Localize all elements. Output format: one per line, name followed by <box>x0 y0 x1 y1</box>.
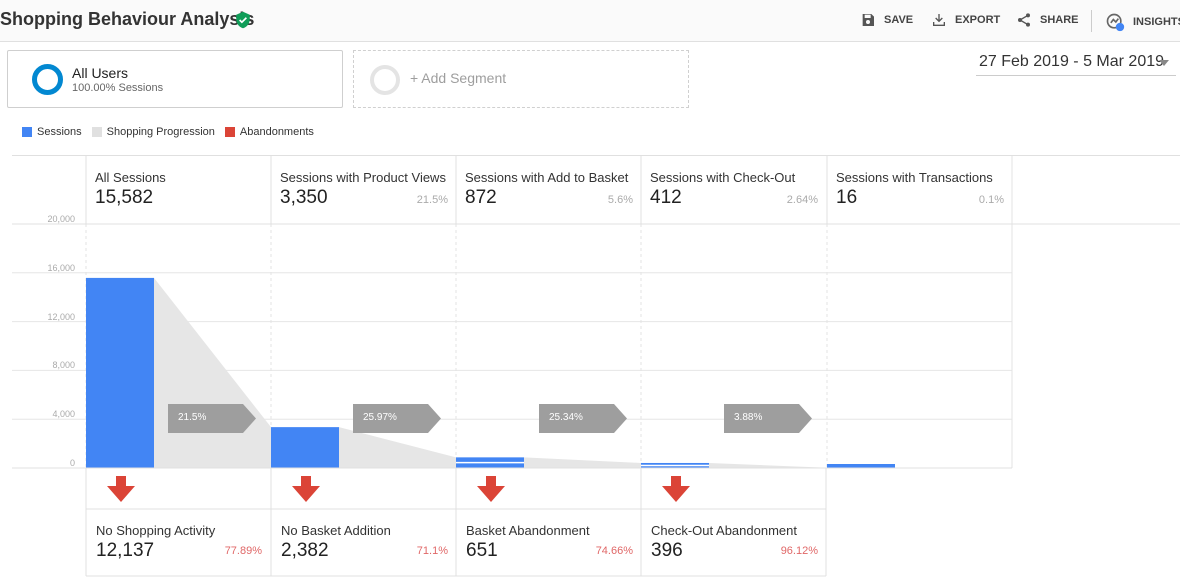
abandonment-name: Basket Abandonment <box>466 523 590 538</box>
stage-name: Sessions with Product Views <box>280 170 446 185</box>
share-button[interactable]: SHARE <box>1016 12 1079 28</box>
chart-legend: Sessions Shopping Progression Abandonmen… <box>22 126 324 138</box>
stage-name: Sessions with Transactions <box>836 170 993 185</box>
abandonment-no-shopping-activity[interactable]: No Shopping Activity 12,137 77.89% <box>86 509 270 576</box>
insights-icon <box>1106 13 1125 32</box>
share-icon <box>1018 13 1030 27</box>
insights-label: INSIGHTS <box>1133 16 1180 28</box>
stage-name: All Sessions <box>95 170 166 185</box>
abandonment-arrow-icon <box>662 476 690 502</box>
abandonment-arrow-icon <box>292 476 320 502</box>
save-icon <box>862 14 874 26</box>
insights-button[interactable]: INSIGHTS <box>1105 12 1180 32</box>
abandonment-value: 396 <box>651 540 683 561</box>
progression-rate-label: 25.34% <box>549 412 583 423</box>
save-button[interactable]: SAVE <box>860 12 913 28</box>
progression-rate-chip <box>168 404 256 433</box>
page-title: Shopping Behaviour Analysis <box>0 9 255 29</box>
legend-item-sessions: Sessions <box>22 126 82 138</box>
legend-swatch <box>22 127 32 137</box>
date-range-picker[interactable]: 27 Feb 2019 - 5 Mar 2019 <box>976 50 1176 76</box>
abandonment-no-basket-addition[interactable]: No Basket Addition 2,382 71.1% <box>271 509 456 576</box>
abandonment-percentage: 74.66% <box>595 545 633 557</box>
share-label: SHARE <box>1040 14 1079 26</box>
abandonment-check-out[interactable]: Check-Out Abandonment 396 96.12% <box>641 509 826 576</box>
progression-wedge <box>709 462 827 468</box>
stage-add-to-basket[interactable]: Sessions with Add to Basket 872 5.6% <box>456 156 641 224</box>
abandonment-basket[interactable]: Basket Abandonment 651 74.66% <box>456 509 641 576</box>
stage-value: 872 <box>465 187 497 208</box>
stage-value: 3,350 <box>280 187 328 208</box>
segment-name: All Users <box>72 65 129 81</box>
progression-rate-label: 25.97% <box>363 412 397 423</box>
progression-wedge <box>524 457 641 468</box>
abandonment-name: Check-Out Abandonment <box>651 523 797 538</box>
stage-percentage: 21.5% <box>416 194 448 206</box>
segment-ring-icon <box>32 64 63 95</box>
y-tick-label: 4,000 <box>52 409 75 419</box>
add-segment-button[interactable]: + Add Segment <box>353 50 689 108</box>
progression-wedge <box>339 427 456 468</box>
save-label: SAVE <box>884 14 914 26</box>
stage-name: Sessions with Check-Out <box>650 170 796 185</box>
legend-label: Abandonments <box>239 126 314 138</box>
legend-label: Shopping Progression <box>106 126 215 138</box>
stage-value: 15,582 <box>95 187 154 208</box>
verified-shield-icon <box>236 11 250 29</box>
progression-rate-chip <box>724 404 812 433</box>
abandonment-value: 12,137 <box>96 540 155 561</box>
stage-name: Sessions with Add to Basket <box>465 170 629 185</box>
y-tick-label: 20,000 <box>47 214 75 224</box>
legend-item-abandonments: Abandonments <box>224 126 314 138</box>
date-range-text: 27 Feb 2019 - 5 Mar 2019 <box>979 53 1165 70</box>
abandonment-percentage: 96.12% <box>780 545 818 557</box>
stage-product-views[interactable]: Sessions with Product Views 3,350 21.5% <box>271 156 456 224</box>
legend-item-shopping-progression: Shopping Progression <box>91 126 215 138</box>
y-tick-label: 12,000 <box>47 312 75 322</box>
stage-all-sessions[interactable]: All Sessions 15,582 <box>86 156 270 224</box>
download-icon <box>933 14 945 26</box>
add-segment-label: + Add Segment <box>410 70 507 86</box>
empty-segment-ring-icon <box>370 65 400 95</box>
progression-wedge <box>154 277 271 468</box>
progression-rate-chip <box>353 404 441 433</box>
legend-swatch <box>91 127 102 137</box>
toolbar-divider <box>1091 10 1092 32</box>
export-label: EXPORT <box>955 14 1001 26</box>
abandonment-arrow-icon <box>107 476 135 502</box>
abandonment-name: No Basket Addition <box>281 523 391 538</box>
y-tick-label: 8,000 <box>52 360 75 370</box>
abandonment-percentage: 71.1% <box>416 545 448 557</box>
legend-swatch <box>224 127 235 137</box>
progression-rate-chip <box>539 404 627 433</box>
sessions-bar <box>86 277 154 468</box>
legend-label: Sessions <box>37 126 82 138</box>
stage-check-out[interactable]: Sessions with Check-Out 412 2.64% <box>641 156 826 224</box>
abandonment-name: No Shopping Activity <box>96 523 216 538</box>
stage-value: 16 <box>836 187 858 208</box>
stage-transactions[interactable]: Sessions with Transactions 16 0.1% <box>827 156 1012 224</box>
top-toolbar: Shopping Behaviour Analysis SAVE EXPORT … <box>0 0 1180 42</box>
stage-value: 412 <box>650 187 682 208</box>
y-tick-label: 0 <box>69 458 75 468</box>
abandonment-percentage: 77.89% <box>224 545 262 557</box>
chart-top-border <box>12 155 1180 156</box>
abandonment-value: 651 <box>466 540 498 561</box>
abandonment-value: 2,382 <box>281 540 329 561</box>
progression-rate-label: 3.88% <box>734 412 763 423</box>
stage-percentage: 2.64% <box>786 194 818 206</box>
stage-percentage: 0.1% <box>978 194 1004 206</box>
stage-percentage: 5.6% <box>607 194 633 206</box>
segment-all-users[interactable]: All Users 100.00% Sessions <box>7 50 343 108</box>
y-tick-label: 16,000 <box>47 263 75 273</box>
sessions-bar <box>827 464 895 468</box>
segment-sessions-share: 100.00% Sessions <box>72 82 164 94</box>
sessions-bar <box>271 427 339 468</box>
chevron-down-icon <box>1159 60 1169 66</box>
export-button[interactable]: EXPORT <box>931 12 1000 28</box>
abandonment-arrow-icon <box>477 476 505 502</box>
progression-rate-label: 21.5% <box>178 412 207 423</box>
